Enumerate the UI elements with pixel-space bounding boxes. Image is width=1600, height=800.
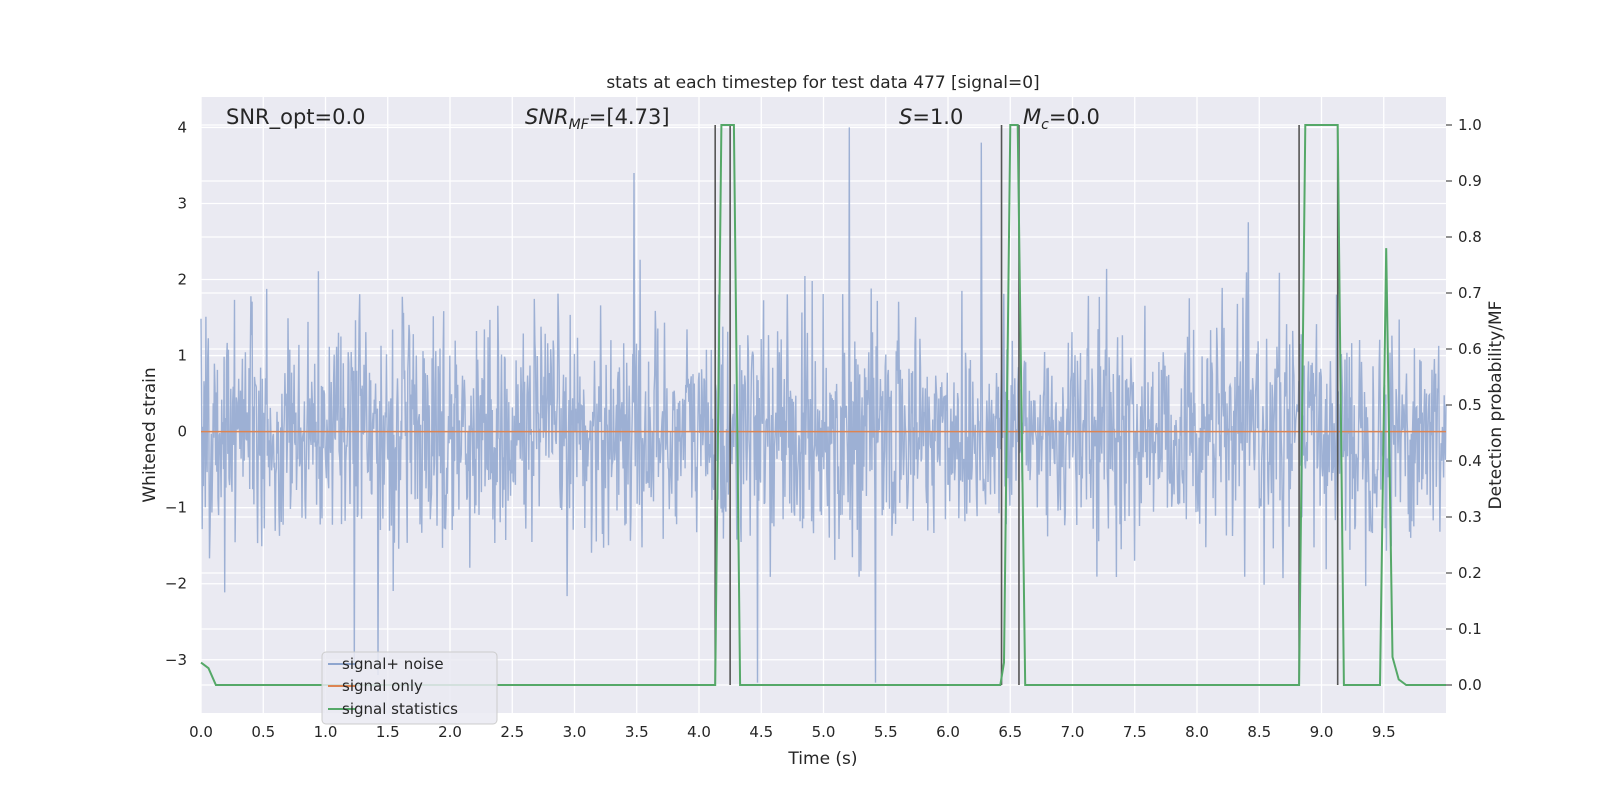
legend: signal+ noise signal only signal statist…: [321, 651, 498, 725]
x-tick-label: 4.0: [687, 723, 711, 741]
y-left-tick-label: −2: [165, 575, 187, 593]
x-tick-label: 0.0: [189, 723, 213, 741]
legend-label-signal-statistics: signal statistics: [342, 700, 458, 718]
y-right-tick-labels: 1.0 0.9 0.8 0.7 0.6 0.5 0.4 0.3 0.2 0.1 0.0: [1446, 116, 1482, 694]
x-tick-label: 2.0: [438, 723, 462, 741]
annotation-s: S=1.0: [899, 105, 963, 129]
y-right-tick-label: 0.9: [1458, 172, 1482, 190]
x-tick-label: 5.5: [874, 723, 898, 741]
annotation-snr-mf: SNRMF=[4.73]: [525, 105, 670, 133]
y-axis-label-right: Detection probability/MF: [1486, 301, 1506, 510]
x-tick-label: 3.5: [625, 723, 649, 741]
y-right-tick-label: 0.4: [1458, 452, 1482, 470]
y-right-tick-label: 0.3: [1458, 508, 1482, 526]
x-tick-labels: 0.0 0.5 1.0 1.5 2.0 2.5 3.0 3.5 4.0 4.5 5.0 5.5 6.0 6…: [189, 723, 1396, 741]
y-left-tick-label: −1: [165, 499, 187, 517]
y-left-tick-label: 2: [177, 271, 187, 289]
series-signal-statistics: [200, 124, 1446, 686]
x-tick-label: 8.0: [1185, 723, 1209, 741]
legend-label-signal-noise: signal+ noise: [342, 655, 444, 673]
x-axis-label: Time (s): [787, 749, 857, 769]
legend-box: [321, 651, 498, 725]
legend-label-signal-only: signal only: [342, 677, 423, 695]
x-tick-label: 4.5: [749, 723, 773, 741]
y-right-tick-label: 0.7: [1458, 284, 1482, 302]
y-right-tick-label: 0.0: [1458, 676, 1482, 694]
y-right-tick-label: 0.6: [1458, 340, 1482, 358]
y-right-tick-label: 1.0: [1458, 116, 1482, 134]
y-left-tick-label: 1: [177, 347, 187, 365]
x-tick-label: 3.0: [563, 723, 587, 741]
x-tick-label: 2.5: [500, 723, 524, 741]
x-tick-label: 9.0: [1310, 723, 1334, 741]
x-tick-label: 6.0: [936, 723, 960, 741]
x-tick-label: 1.5: [376, 723, 400, 741]
y-left-tick-label: −3: [165, 651, 187, 669]
x-tick-label: 7.5: [1123, 723, 1147, 741]
y-right-tick-label: 0.8: [1458, 228, 1482, 246]
x-tick-label: 1.0: [314, 723, 338, 741]
y-left-tick-labels: 4 3 2 1 0 −1 −2 −3: [165, 118, 187, 668]
y-right-tick-label: 0.1: [1458, 620, 1482, 638]
x-tick-label: 5.0: [812, 723, 836, 741]
y-right-tick-label: 0.2: [1458, 564, 1482, 582]
annotation-snr-opt: SNR_opt=0.0: [226, 105, 366, 130]
x-tick-label: 7.0: [1061, 723, 1085, 741]
y-left-tick-label: 4: [177, 118, 187, 136]
y-left-tick-label: 0: [177, 423, 187, 441]
x-tick-label: 9.5: [1372, 723, 1396, 741]
y-left-tick-label: 3: [177, 194, 187, 212]
y-axis-label-left: Whitened strain: [140, 367, 160, 502]
series-line-signal-noise: [200, 127, 1447, 683]
y-right-tick-label: 0.5: [1458, 396, 1482, 414]
x-tick-label: 0.5: [251, 723, 275, 741]
chart-title: stats at each timestep for test data 477…: [606, 73, 1039, 93]
x-tick-label: 8.5: [1247, 723, 1271, 741]
series-line-signal-statistics: [200, 124, 1446, 686]
x-tick-label: 6.5: [998, 723, 1022, 741]
annotation-mc: Mc=0.0: [1023, 105, 1100, 133]
series-signal-noise: [200, 127, 1447, 683]
